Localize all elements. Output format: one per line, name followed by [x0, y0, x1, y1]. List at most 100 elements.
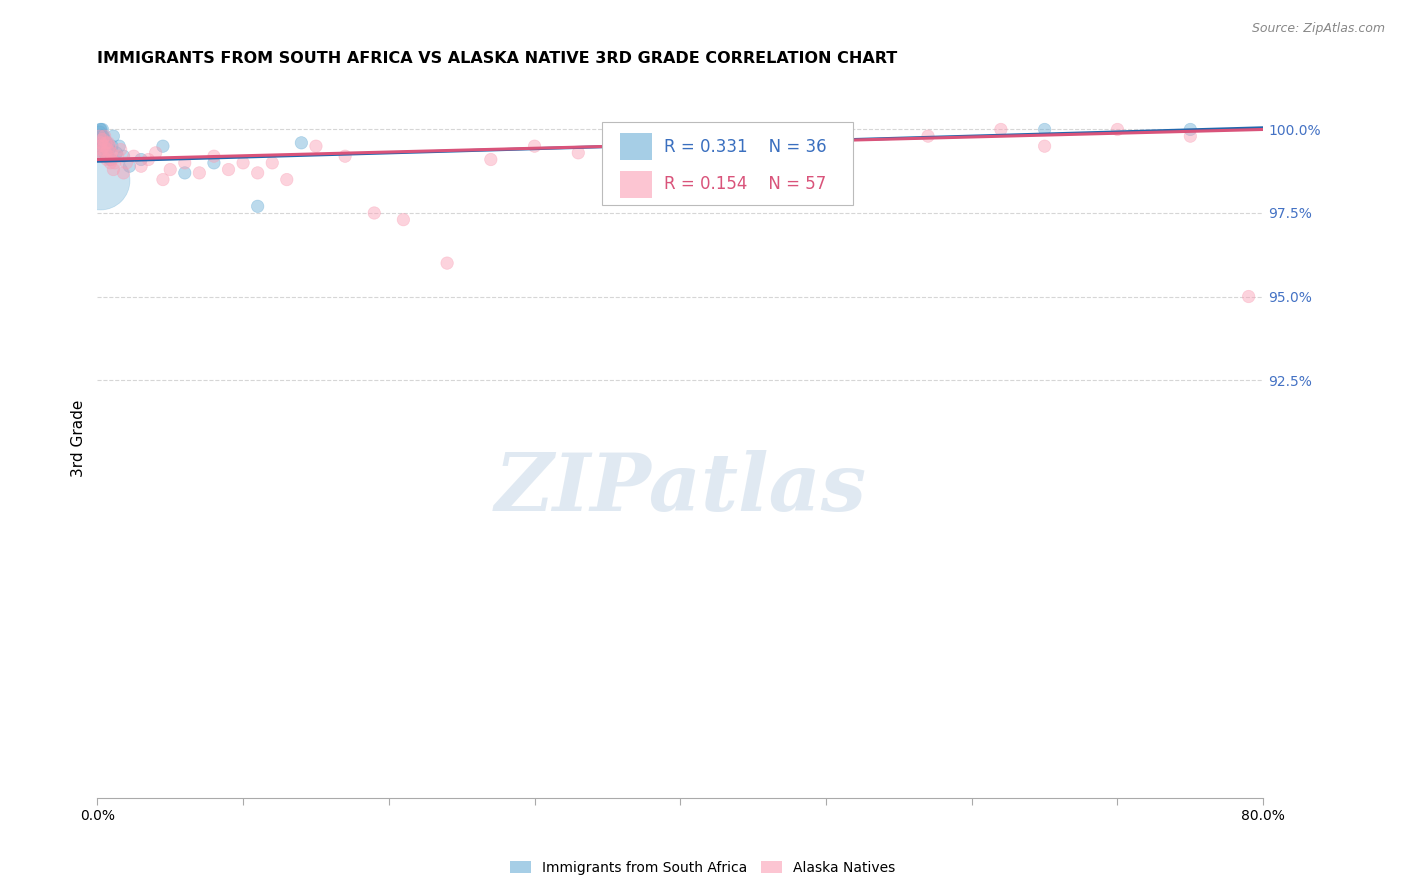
Point [363, 206, 385, 220]
Point [98, 149, 121, 163]
Point [91, 122, 114, 136]
Point [1107, 122, 1129, 136]
Point [98, 143, 121, 157]
Point [305, 139, 328, 153]
Text: R = 0.331    N = 36: R = 0.331 N = 36 [664, 137, 827, 156]
Point [246, 166, 269, 180]
Point [479, 153, 502, 167]
Point [129, 159, 152, 173]
Point [152, 139, 174, 153]
Point [101, 153, 124, 167]
Point [1033, 139, 1056, 153]
Point [104, 156, 127, 170]
Point [90, 136, 112, 150]
Point [93, 145, 115, 160]
Point [89, 172, 111, 186]
Point [173, 166, 195, 180]
Point [727, 139, 749, 153]
Point [96, 149, 118, 163]
Y-axis label: 3rd Grade: 3rd Grade [72, 400, 86, 477]
Point [97, 136, 120, 150]
Point [112, 166, 135, 180]
Point [138, 153, 160, 167]
Point [159, 162, 181, 177]
Point [1033, 122, 1056, 136]
Point [567, 145, 589, 160]
Point [202, 149, 225, 163]
Point [87, 139, 110, 153]
Point [145, 145, 167, 160]
Point [232, 156, 254, 170]
Point [91, 149, 114, 163]
Point [290, 136, 312, 150]
Point [90, 129, 112, 144]
Point [1237, 289, 1260, 303]
Point [100, 153, 122, 167]
Point [129, 153, 152, 167]
Point [89, 126, 111, 140]
Point [610, 156, 633, 170]
Point [93, 129, 115, 144]
Legend: Immigrants from South Africa, Alaska Natives: Immigrants from South Africa, Alaska Nat… [505, 855, 901, 880]
Point [333, 149, 356, 163]
Point [436, 256, 458, 270]
Point [96, 153, 118, 167]
Point [669, 149, 692, 163]
Bar [620, 171, 652, 198]
Text: IMMIGRANTS FROM SOUTH AFRICA VS ALASKA NATIVE 3RD GRADE CORRELATION CHART: IMMIGRANTS FROM SOUTH AFRICA VS ALASKA N… [97, 51, 897, 66]
Point [100, 156, 122, 170]
Point [152, 172, 174, 186]
Point [93, 132, 115, 146]
Point [108, 139, 131, 153]
Point [89, 145, 111, 160]
Point [90, 143, 112, 157]
Text: ZIPatlas: ZIPatlas [495, 450, 866, 527]
Point [89, 129, 111, 144]
Point [392, 212, 415, 227]
Point [110, 143, 132, 157]
Point [90, 145, 112, 160]
Point [107, 149, 129, 163]
Point [523, 139, 546, 153]
Point [87, 132, 110, 146]
Point [98, 139, 121, 153]
Point [103, 162, 125, 177]
Point [246, 199, 269, 213]
Point [188, 166, 211, 180]
Point [93, 136, 115, 150]
Point [91, 139, 114, 153]
Point [262, 156, 284, 170]
Point [1180, 129, 1202, 144]
Point [115, 156, 138, 170]
Point [91, 129, 114, 144]
Point [103, 129, 125, 144]
Point [122, 149, 145, 163]
Point [94, 145, 117, 160]
Point [101, 139, 124, 153]
FancyBboxPatch shape [602, 122, 853, 205]
Point [91, 132, 114, 146]
Point [118, 159, 141, 173]
Point [96, 143, 118, 157]
Point [91, 129, 114, 144]
Point [89, 122, 111, 136]
Point [917, 129, 939, 144]
Point [94, 136, 117, 150]
Point [814, 145, 837, 160]
Bar [620, 133, 652, 161]
Point [94, 139, 117, 153]
Point [276, 172, 298, 186]
Point [93, 139, 115, 153]
Point [202, 156, 225, 170]
Point [218, 162, 240, 177]
Point [173, 156, 195, 170]
Point [90, 136, 112, 150]
Point [96, 136, 118, 150]
Point [112, 149, 135, 163]
Point [100, 145, 122, 160]
Text: Source: ZipAtlas.com: Source: ZipAtlas.com [1251, 22, 1385, 36]
Point [97, 139, 120, 153]
Point [105, 145, 128, 160]
Point [1180, 122, 1202, 136]
Point [89, 139, 111, 153]
